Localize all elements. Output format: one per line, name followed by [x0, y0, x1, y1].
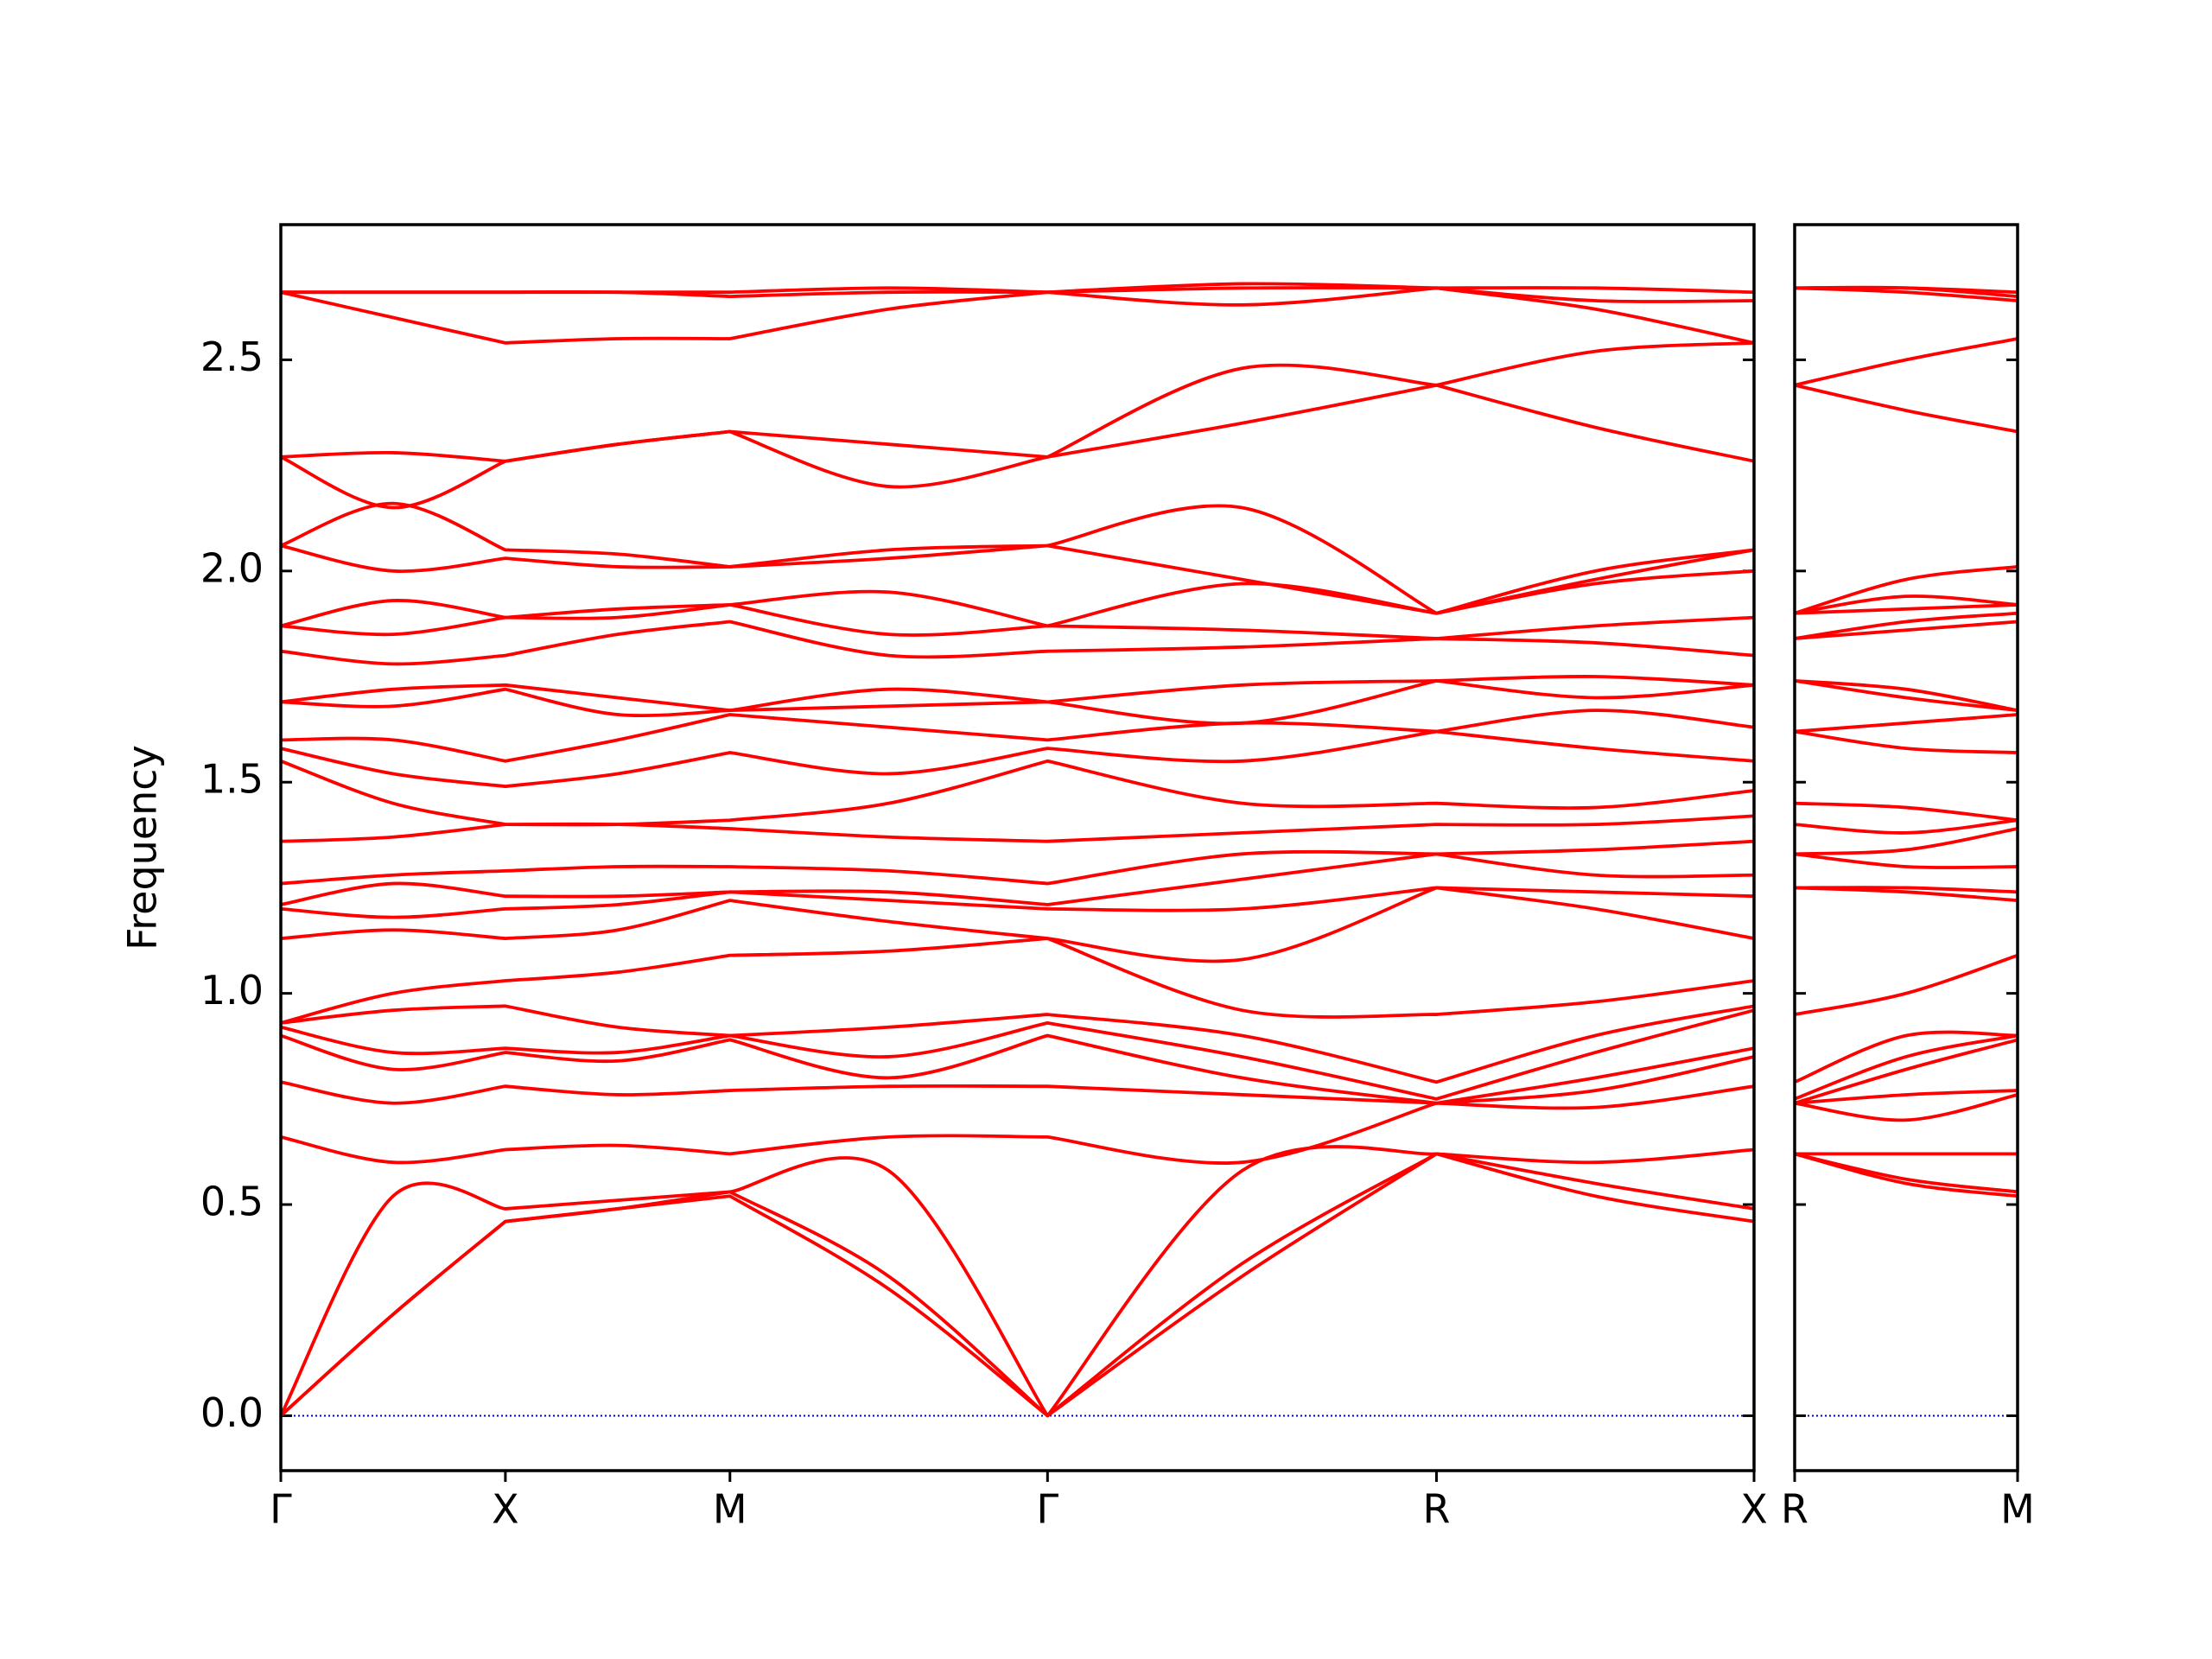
band-line [280, 759, 1755, 827]
band-line [1794, 1152, 2018, 1194]
band-line [1794, 603, 2018, 615]
y-tick-label: 2.5 [200, 334, 264, 380]
x-tick-label: R [1781, 1486, 1808, 1533]
band-line [280, 839, 1755, 886]
band-line [1794, 1089, 2018, 1105]
band-line [280, 501, 1755, 615]
band-line [1794, 953, 2018, 1016]
x-tick-label: Γ [1037, 1486, 1059, 1533]
x-tick-label: M [2000, 1486, 2035, 1533]
band-line [280, 363, 1755, 463]
band-line [280, 1004, 1755, 1084]
band-line [280, 679, 1755, 726]
y-tick-label: 0.5 [200, 1179, 264, 1225]
band-line [280, 729, 1755, 789]
band-line [1794, 679, 2018, 713]
band-line [1794, 337, 2018, 387]
band-line [1794, 1033, 2018, 1101]
band-line [1794, 1093, 2018, 1122]
x-tick-label: M [713, 1486, 747, 1533]
band-line [280, 709, 1755, 763]
band-line [1794, 1038, 2018, 1105]
band-line [1794, 827, 2018, 856]
band-line [1794, 565, 2018, 615]
band-line [280, 1033, 1755, 1105]
plot-frame [1793, 223, 2019, 1472]
band-line [280, 937, 1755, 1025]
band-line [1794, 852, 2018, 869]
band-line [279, 1152, 1755, 1418]
band-line [280, 886, 1755, 919]
band-line [280, 1008, 1755, 1101]
band-line [280, 1084, 1755, 1165]
band-line [279, 1145, 1755, 1418]
x-tick-label: X [1740, 1486, 1768, 1533]
band-line [280, 814, 1755, 843]
y-tick-label: 1.5 [200, 756, 264, 803]
band-line [1794, 611, 2018, 640]
plot-panel: 0.0 0.5 1.0 1.5 2.0 2.5 Γ X M Γ R X Frequency [119, 223, 1768, 1533]
y-tick-label: 0.0 [200, 1389, 264, 1436]
plot-frame [279, 223, 1756, 1472]
band-line [280, 852, 1755, 906]
band-line [1794, 818, 2018, 835]
band-line [279, 1152, 1755, 1418]
band-line [280, 1055, 1755, 1105]
y-tick-label: 1.0 [200, 967, 264, 1014]
band-line [1794, 620, 2018, 640]
band-line [280, 886, 1755, 963]
band-line [280, 603, 1755, 640]
x-tick-label: Γ [270, 1486, 292, 1533]
band-line [1794, 713, 2018, 734]
x-tick-label: X [492, 1486, 519, 1533]
band-line [1794, 801, 2018, 823]
band-line [1794, 886, 2018, 894]
band-line [281, 282, 1755, 295]
band-line [280, 620, 1755, 666]
band-line [1794, 729, 2018, 754]
band-line [1794, 594, 2018, 615]
y-tick-label: 2.0 [200, 544, 264, 591]
band-line [1794, 1030, 2018, 1084]
band-line [280, 569, 1755, 628]
band-line [1794, 383, 2018, 434]
y-axis-label: Frequency [119, 745, 166, 950]
band-line [1794, 286, 2018, 295]
band-line [280, 340, 1755, 510]
x-tick-label: R [1422, 1486, 1450, 1533]
band-line [280, 675, 1755, 713]
band-line [280, 543, 1755, 615]
band-line [1794, 679, 2018, 713]
